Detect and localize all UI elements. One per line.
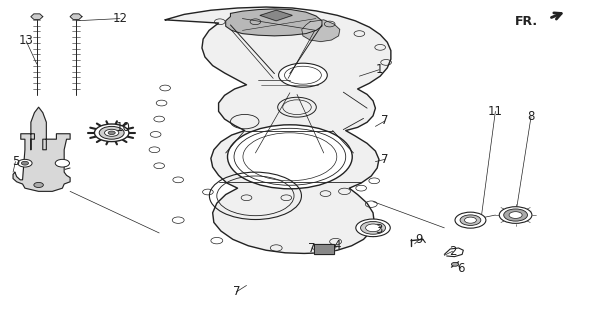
- Text: 1: 1: [375, 63, 383, 76]
- Text: 7: 7: [233, 285, 240, 298]
- Text: 4: 4: [334, 239, 341, 252]
- Ellipse shape: [228, 125, 352, 189]
- Ellipse shape: [504, 209, 527, 221]
- Text: 7: 7: [381, 115, 388, 127]
- Text: 7: 7: [381, 153, 388, 166]
- Text: 8: 8: [527, 110, 535, 123]
- Polygon shape: [260, 10, 292, 21]
- Polygon shape: [31, 14, 43, 20]
- Ellipse shape: [460, 215, 481, 225]
- Polygon shape: [165, 7, 391, 253]
- Ellipse shape: [356, 219, 390, 237]
- Ellipse shape: [279, 63, 327, 87]
- Text: 9: 9: [416, 233, 423, 246]
- Circle shape: [21, 161, 29, 165]
- Ellipse shape: [365, 224, 380, 232]
- Circle shape: [55, 159, 69, 167]
- Ellipse shape: [99, 126, 124, 139]
- Ellipse shape: [465, 217, 476, 223]
- Ellipse shape: [105, 129, 119, 136]
- Polygon shape: [70, 14, 82, 20]
- Ellipse shape: [94, 124, 129, 142]
- Text: 7: 7: [308, 242, 315, 254]
- Polygon shape: [302, 20, 340, 42]
- Text: 12: 12: [112, 12, 128, 25]
- Text: FR.: FR.: [514, 15, 538, 28]
- Ellipse shape: [361, 221, 386, 234]
- Text: 5: 5: [12, 155, 19, 168]
- Circle shape: [34, 182, 43, 188]
- Text: 3: 3: [375, 223, 383, 236]
- Ellipse shape: [499, 207, 532, 223]
- Circle shape: [18, 159, 32, 167]
- Ellipse shape: [509, 212, 522, 219]
- Text: 2: 2: [449, 245, 456, 258]
- Text: 10: 10: [116, 121, 131, 134]
- Ellipse shape: [455, 212, 486, 228]
- Polygon shape: [314, 244, 334, 254]
- Polygon shape: [226, 9, 322, 36]
- Ellipse shape: [108, 131, 115, 135]
- Polygon shape: [13, 107, 70, 191]
- Text: 13: 13: [18, 35, 34, 47]
- Text: 11: 11: [488, 105, 503, 118]
- Circle shape: [451, 262, 459, 266]
- Text: 6: 6: [457, 262, 465, 275]
